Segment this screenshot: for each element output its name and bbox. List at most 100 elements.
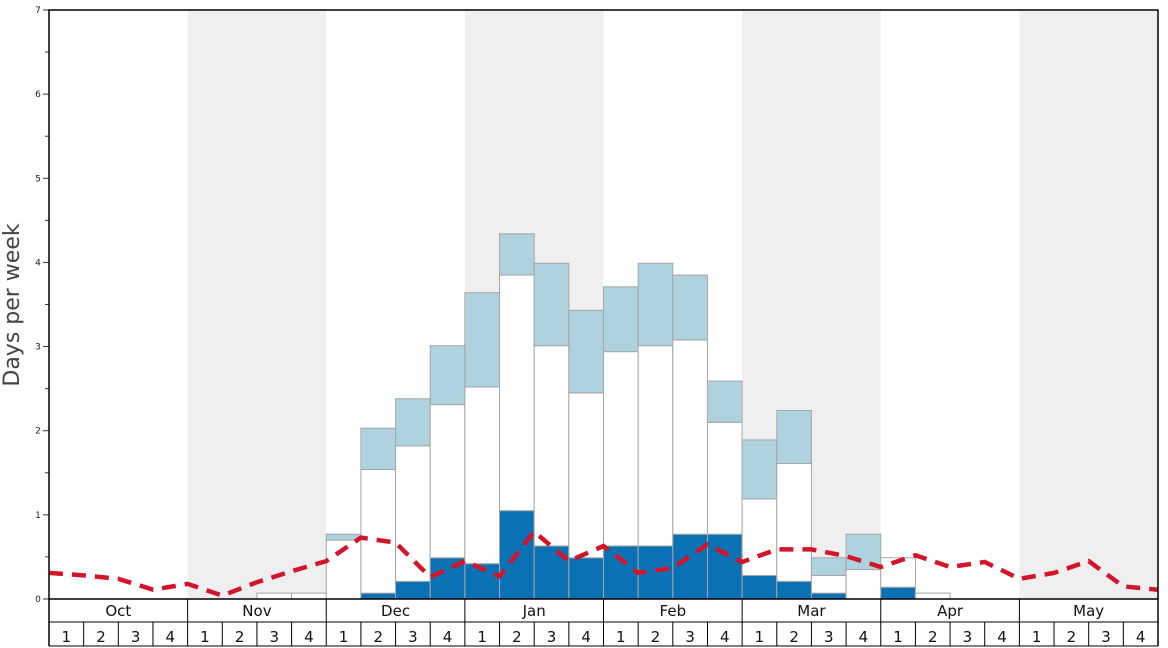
bar-light	[429, 345, 466, 406]
month-label-jan: Jan	[522, 602, 546, 620]
bar-light	[706, 380, 743, 423]
month-band-nov	[187, 10, 327, 599]
week-label: 3	[547, 628, 557, 646]
bar-white	[810, 574, 847, 594]
bar-white	[603, 351, 639, 547]
bar-white	[256, 592, 293, 600]
bar-light	[810, 557, 847, 576]
bar-white	[395, 445, 431, 582]
bar-white	[845, 569, 882, 600]
week-label: 1	[893, 628, 903, 646]
week-label: 1	[200, 628, 210, 646]
bar-white	[533, 345, 570, 547]
week-label: 4	[581, 628, 591, 646]
x-axis: Oct 1 2 3 4 Nov 1 2 3 4 Dec 1 2 3 4 Jan 1 2 3 4 Feb 1 2 3 4 Mar 1 2…	[48, 599, 1159, 647]
bar-dark	[603, 545, 639, 600]
bar-dark	[568, 557, 604, 600]
bar-light	[360, 427, 397, 470]
bar-light	[637, 262, 674, 347]
week-label: 4	[443, 628, 453, 646]
month-label-dec: Dec	[381, 602, 410, 620]
week-label: 3	[408, 628, 418, 646]
bar-light	[568, 309, 604, 394]
week-label: 3	[824, 628, 834, 646]
week-label: 4	[859, 628, 869, 646]
week-label: 2	[928, 628, 938, 646]
bar-white	[499, 274, 535, 512]
week-label: 1	[1032, 628, 1042, 646]
bar-light	[672, 274, 708, 341]
bar-dark	[706, 533, 743, 600]
y-tick-label: 6	[35, 90, 41, 100]
bar-dark	[776, 580, 812, 600]
plot-frame	[48, 9, 1159, 600]
week-label: 2	[512, 628, 522, 646]
week-label: 3	[963, 628, 973, 646]
week-label: 3	[131, 628, 141, 646]
week-label: 2	[651, 628, 661, 646]
bars	[256, 233, 951, 600]
week-label: 4	[304, 628, 314, 646]
month-label-feb: Feb	[660, 602, 687, 620]
bar-light	[741, 439, 778, 500]
week-label: 1	[616, 628, 626, 646]
bar-white	[464, 386, 501, 565]
bar-white	[741, 498, 778, 576]
bar-white	[291, 592, 327, 600]
bar-light	[395, 398, 431, 447]
bar-white	[914, 592, 951, 600]
y-tick-label: 7	[35, 6, 41, 16]
week-label: 2	[96, 628, 106, 646]
bar-white	[672, 339, 708, 535]
week-label: 4	[720, 628, 730, 646]
week-label: 1	[62, 628, 72, 646]
bar-white	[637, 345, 674, 547]
week-label: 4	[997, 628, 1007, 646]
bar-white	[706, 421, 743, 535]
bar-white	[360, 468, 397, 594]
dashed-line	[48, 528, 1159, 598]
bar-white	[776, 463, 812, 582]
trend-line	[48, 528, 1159, 598]
bar-dark	[395, 580, 431, 600]
bar-light	[533, 262, 570, 347]
bar-dark	[880, 586, 916, 600]
bar-dark	[672, 533, 708, 600]
month-label-may: May	[1073, 602, 1104, 620]
bar-white	[429, 404, 466, 559]
y-tick-label: 2	[35, 427, 41, 437]
week-label: 2	[373, 628, 383, 646]
bar-light	[464, 292, 501, 388]
week-label: 2	[789, 628, 799, 646]
week-label: 4	[166, 628, 176, 646]
month-label-oct: Oct	[105, 602, 131, 620]
week-label: 4	[1136, 628, 1146, 646]
bar-light	[603, 286, 639, 353]
week-label: 3	[1101, 628, 1111, 646]
y-axis-title: Days per week	[0, 223, 25, 386]
bar-light	[499, 233, 535, 276]
y-tick-label: 1	[35, 511, 41, 521]
bar-white	[568, 392, 604, 559]
month-label-apr: Apr	[937, 602, 964, 620]
bar-dark	[360, 592, 397, 600]
week-label: 3	[269, 628, 279, 646]
month-label-nov: Nov	[242, 602, 271, 620]
week-label: 2	[1067, 628, 1077, 646]
week-label: 1	[339, 628, 349, 646]
y-tick-label: 5	[35, 174, 41, 184]
week-label: 2	[235, 628, 245, 646]
y-axis: 0 1 2 3 4 5 6 7	[35, 6, 49, 605]
week-label: 1	[755, 628, 765, 646]
month-label-mar: Mar	[797, 602, 826, 620]
week-label: 1	[477, 628, 487, 646]
month-band-may	[1019, 10, 1158, 599]
bar-dark	[810, 592, 847, 600]
bar-light	[776, 410, 812, 465]
week-label: 3	[685, 628, 695, 646]
y-tick-label: 3	[35, 343, 41, 353]
y-tick-label: 0	[35, 595, 41, 605]
bar-dark	[741, 574, 778, 600]
y-tick-label: 4	[35, 258, 41, 268]
